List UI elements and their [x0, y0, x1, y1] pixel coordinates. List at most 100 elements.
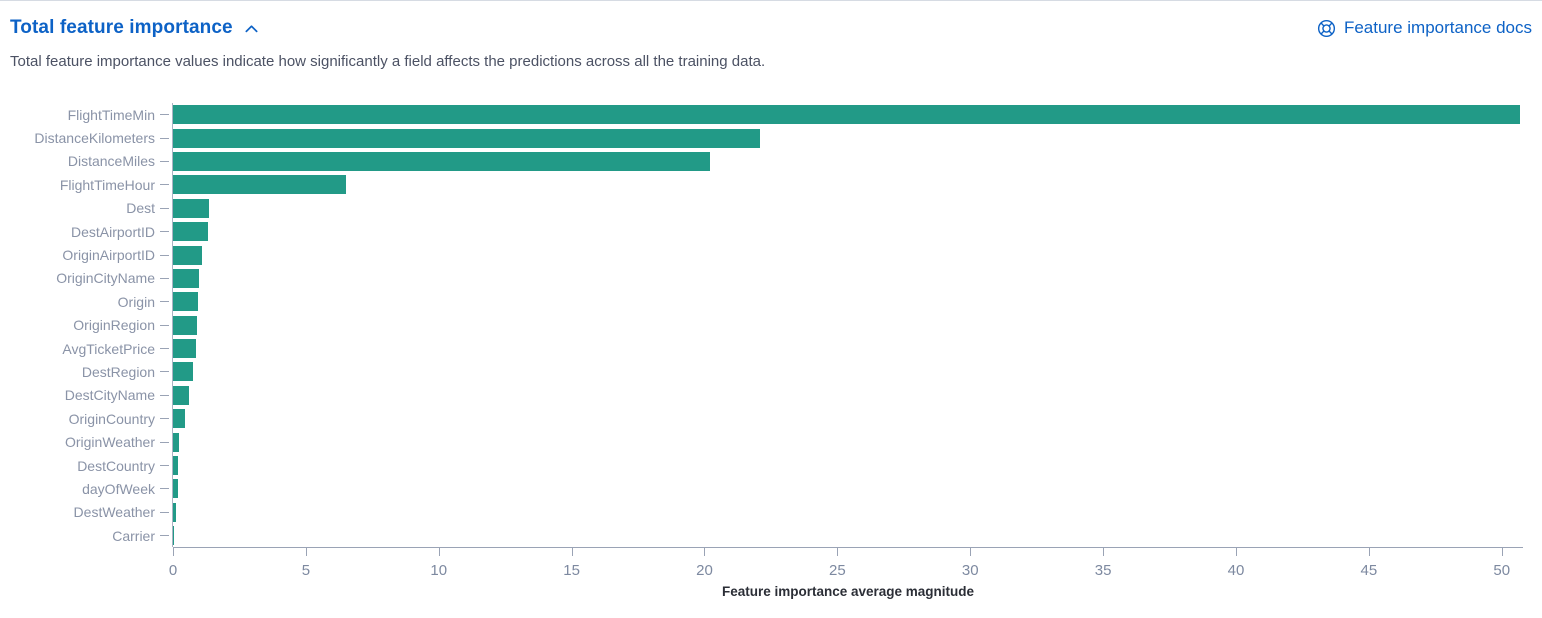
bar-row: DistanceMiles	[10, 149, 1523, 174]
bar-FlightTimeMin	[173, 105, 1521, 125]
bar-Dest	[173, 198, 210, 218]
bar-DestRegion	[173, 362, 193, 382]
x-axis-tick	[1103, 548, 1105, 557]
x-axis-tick-label: 50	[1493, 562, 1511, 580]
y-axis-tick	[160, 418, 169, 420]
bar-track	[172, 103, 1523, 127]
x-axis: 0 5 10 15 20 25 30 35 40 45 50	[169, 547, 1523, 587]
x-axis-tick-label: 15	[563, 562, 580, 580]
y-axis-tick	[160, 394, 169, 396]
bar-DistanceMiles	[173, 151, 710, 171]
bar-row: DestCountry	[10, 453, 1523, 478]
x-axis-tick	[1235, 548, 1237, 557]
bar-OriginCityName	[173, 268, 200, 288]
bar-row: DistanceKilometers	[10, 126, 1523, 150]
docs-link-label: Feature importance docs	[1343, 18, 1532, 37]
y-axis-tick	[160, 441, 169, 443]
bar-Carrier	[173, 526, 175, 546]
panel-header: Total feature importance Feature importa…	[10, 14, 1532, 42]
y-axis-label-DestCityName: DestCityName	[64, 387, 155, 404]
x-axis-tick	[1368, 548, 1370, 557]
feature-importance-chart: FlightTimeMin DistanceKilometers DistanceM…	[10, 103, 1532, 599]
x-axis-tick-label: 40	[1227, 562, 1245, 580]
y-axis-label-FlightTimeMin: FlightTimeMin	[67, 106, 155, 123]
x-axis-tick-label: 25	[829, 562, 846, 580]
y-axis-label-dayOfWeek: dayOfWeek	[82, 480, 155, 497]
bar-DestCityName	[173, 385, 189, 405]
bar-row: OriginCountry	[10, 407, 1523, 431]
x-axis-tick	[1501, 548, 1503, 557]
y-axis-tick	[160, 114, 169, 116]
y-axis-label-DistanceKilometers: DistanceKilometers	[34, 130, 155, 147]
y-axis-tick	[160, 137, 169, 139]
x-axis-tick	[704, 548, 706, 557]
bar-OriginWeather	[173, 432, 179, 452]
feature-importance-docs-link[interactable]: Feature importance docs	[1317, 18, 1532, 38]
bar-AvgTicketPrice	[173, 339, 196, 359]
lifebuoy-docs-icon	[1317, 19, 1336, 38]
bar-row: OriginAirportID	[10, 243, 1523, 267]
bar-track	[172, 219, 1523, 244]
bar-track	[172, 173, 1523, 197]
bar-row: DestAirportID	[10, 219, 1523, 244]
bar-track	[172, 336, 1523, 361]
chevron-up-icon[interactable]	[244, 22, 259, 37]
bar-track	[172, 500, 1523, 525]
y-axis-tick	[160, 511, 169, 513]
bar-row: DestRegion	[10, 360, 1523, 384]
y-axis-label-DestCountry: DestCountry	[77, 457, 155, 474]
bar-track	[172, 243, 1523, 267]
y-axis-label-OriginWeather: OriginWeather	[64, 434, 155, 451]
y-axis-label-Carrier: Carrier	[112, 527, 155, 544]
x-axis-tick-label: 30	[961, 562, 979, 580]
y-axis-label-Dest: Dest	[126, 200, 155, 217]
x-axis-tick	[305, 548, 307, 557]
bar-DestCountry	[173, 456, 179, 476]
section-collapse-toggle[interactable]: Total feature importance	[10, 17, 259, 39]
y-axis-tick	[160, 301, 169, 303]
bar-track	[172, 477, 1523, 501]
panel-description: Total feature importance values indicate…	[10, 53, 766, 70]
y-axis-tick	[160, 465, 169, 467]
y-axis-label-OriginCountry: OriginCountry	[68, 410, 155, 427]
y-axis-tick	[160, 488, 169, 490]
bar-DestWeather	[173, 502, 177, 522]
y-axis-tick	[160, 160, 169, 162]
bar-OriginAirportID	[173, 245, 203, 265]
y-axis-tick	[160, 277, 169, 279]
bar-track	[172, 149, 1523, 174]
bar-track	[172, 453, 1523, 478]
y-axis-label-DestAirportID: DestAirportID	[70, 223, 155, 240]
y-axis-tick	[160, 324, 169, 326]
bar-row: AvgTicketPrice	[10, 336, 1523, 361]
bar-row: FlightTimeHour	[10, 173, 1523, 197]
y-axis-tick	[160, 348, 169, 350]
x-axis-title: Feature importance average magnitude	[721, 584, 975, 600]
bar-OriginRegion	[173, 315, 197, 335]
total-feature-importance-panel: Total feature importance Feature importa…	[0, 1, 1542, 599]
y-axis-tick	[160, 535, 169, 537]
bar-track	[172, 290, 1523, 314]
y-axis-label-DistanceMiles: DistanceMiles	[67, 153, 155, 170]
y-axis-label-FlightTimeHour: FlightTimeHour	[59, 176, 155, 193]
x-axis-tick-label: 20	[696, 562, 713, 580]
bar-DistanceKilometers	[173, 128, 761, 148]
x-axis-tick-label: 10	[430, 562, 448, 580]
x-axis-tick-label: 5	[301, 562, 311, 580]
x-axis-tick-label: 35	[1094, 562, 1112, 580]
bar-track	[172, 407, 1523, 431]
bar-dayOfWeek	[173, 479, 178, 499]
x-axis-tick	[438, 548, 440, 557]
x-axis-tick	[173, 548, 174, 557]
bar-row: Origin	[10, 290, 1523, 314]
bar-DestAirportID	[173, 222, 208, 242]
bar-row: OriginWeather	[10, 430, 1523, 454]
bar-row: OriginCityName	[10, 266, 1523, 291]
y-axis-label-DestRegion: DestRegion	[81, 363, 155, 380]
y-axis-label-OriginAirportID: OriginAirportID	[62, 247, 155, 264]
bar-track	[172, 196, 1523, 220]
bar-row: DestWeather	[10, 500, 1523, 525]
bar-track	[172, 360, 1523, 384]
y-axis-label-DestWeather: DestWeather	[73, 504, 155, 521]
bar-track	[172, 524, 1523, 548]
